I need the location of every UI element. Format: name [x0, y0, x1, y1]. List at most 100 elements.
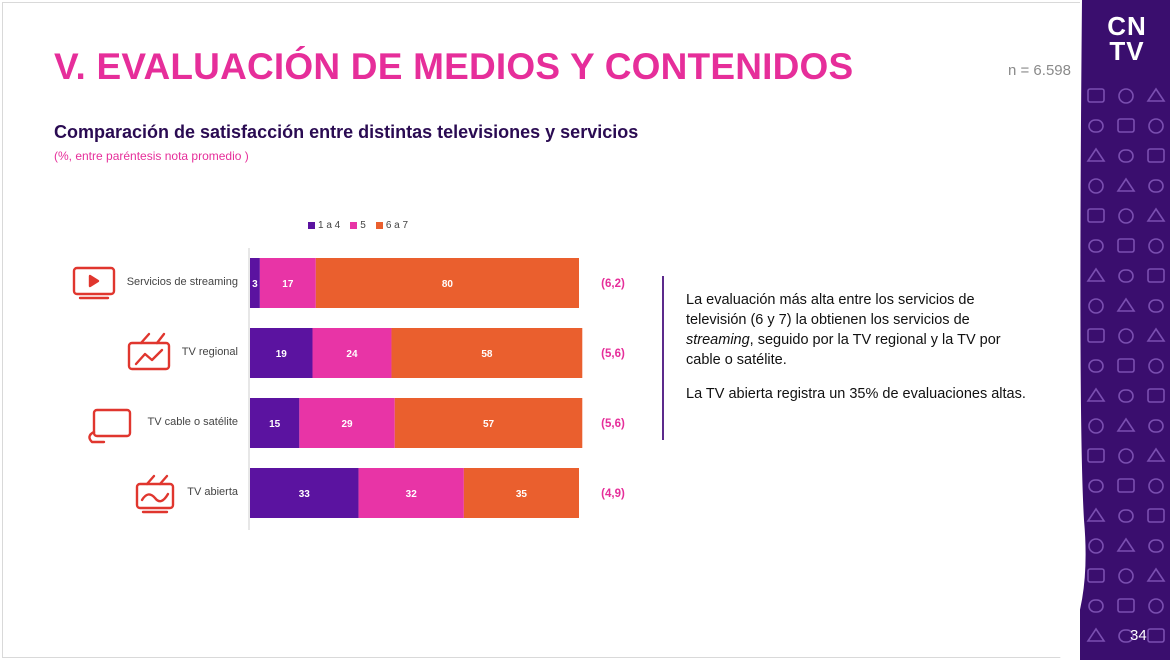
bar-value-label: 17 — [282, 279, 294, 290]
chart-subtitle: Comparación de satisfacción entre distin… — [54, 122, 639, 142]
logo-line-2: TV — [1109, 36, 1145, 66]
commentary-divider — [662, 276, 664, 440]
pattern-glyph — [1087, 568, 1105, 583]
bar-value-label: 3 — [252, 279, 258, 290]
pattern-glyph — [1148, 539, 1164, 553]
commentary-text: La evaluación más alta entre los servici… — [686, 290, 1026, 418]
commentary-p1-start: La evaluación más alta entre los servici… — [686, 292, 975, 328]
category-label: Servicios de streaming — [126, 276, 238, 288]
bar-value-label: 24 — [346, 349, 358, 360]
pattern-glyph — [1116, 417, 1136, 432]
pattern-glyph — [1146, 327, 1166, 342]
legend-item: 1 a 4 — [308, 218, 340, 232]
pattern-glyph — [1148, 478, 1164, 494]
pattern-glyph — [1117, 478, 1135, 493]
bar-value-label: 58 — [481, 349, 493, 360]
bar-value-label: 80 — [442, 279, 454, 290]
pattern-glyph — [1118, 149, 1134, 163]
pattern-glyph — [1146, 447, 1166, 462]
pattern-glyph — [1148, 179, 1164, 193]
pattern-glyph — [1117, 118, 1135, 133]
streaming-screen-icon — [72, 266, 116, 300]
legend-label: 6 a 7 — [385, 219, 409, 231]
category-label: TV cable o satélite — [147, 416, 239, 428]
commentary-paragraph-1: La evaluación más alta entre los servici… — [686, 290, 1026, 370]
commentary-p1-end: , seguido por la TV regional y la TV por… — [686, 332, 1001, 368]
pattern-glyph — [1088, 119, 1104, 133]
slide-title: V. EVALUACIÓN DE MEDIOS Y CONTENIDOS — [54, 46, 854, 87]
bar-segment — [250, 398, 300, 448]
pattern-glyph — [1088, 479, 1104, 493]
cntv-logo: CN TV — [1104, 11, 1150, 66]
pattern-glyph — [1118, 208, 1134, 224]
pattern-glyph — [1146, 207, 1166, 222]
pattern-glyph — [1118, 88, 1134, 104]
pattern-glyph — [1086, 627, 1106, 642]
bar-segment — [259, 258, 316, 308]
bar-segment — [315, 258, 579, 308]
pattern-glyph — [1088, 538, 1104, 554]
bar-segment — [394, 398, 583, 448]
legend-swatch — [350, 221, 358, 229]
pattern-glyph — [1148, 299, 1164, 313]
bar-segment — [250, 258, 260, 308]
pattern-glyph — [1086, 267, 1106, 282]
bar-segment — [391, 328, 583, 378]
pattern-glyph — [1088, 298, 1104, 314]
bar-value-label: 33 — [299, 489, 311, 500]
pattern-glyph — [1087, 88, 1105, 103]
chart-subtitle-note: (%, entre paréntesis nota promedio ) — [54, 149, 249, 163]
pattern-glyph — [1088, 239, 1104, 253]
average-score-label: (4,9) — [601, 488, 625, 500]
pattern-glyph — [1086, 507, 1106, 522]
pattern-glyph — [1087, 328, 1105, 343]
pattern-glyph — [1118, 389, 1134, 403]
legend-label: 5 — [360, 219, 366, 231]
bar-value-label: 15 — [269, 419, 281, 430]
category-label: TV abierta — [187, 486, 238, 498]
pattern-glyph — [1148, 238, 1164, 254]
pattern-glyph — [1087, 208, 1105, 223]
logo-line-1: CN — [1107, 11, 1147, 41]
bar-value-label: 35 — [516, 489, 528, 500]
pattern-glyph — [1118, 328, 1134, 344]
pattern-glyph — [1148, 118, 1164, 134]
bar-segment — [312, 328, 392, 378]
pattern-glyph — [1148, 598, 1164, 614]
bar-value-label: 29 — [341, 419, 353, 430]
pattern-glyph — [1118, 269, 1134, 283]
category-label: TV regional — [181, 346, 238, 358]
regional-tv-icon — [127, 332, 171, 371]
bar-segment — [463, 468, 579, 518]
pattern-glyph — [1147, 388, 1165, 403]
sample-size: n = 6.598 — [1008, 62, 1071, 79]
pattern-glyph — [1147, 508, 1165, 523]
pattern-glyph — [1118, 448, 1134, 464]
legend-label: 1 a 4 — [318, 219, 341, 231]
commentary-p1-italic: streaming — [686, 332, 750, 348]
pattern-glyph — [1117, 358, 1135, 373]
pattern-glyph — [1117, 238, 1135, 253]
average-score-label: (6,2) — [601, 278, 625, 290]
page-number: 34 — [1130, 627, 1147, 644]
pattern-glyph — [1088, 418, 1104, 434]
bar-value-label: 57 — [483, 419, 495, 430]
pattern-glyph — [1086, 387, 1106, 402]
brand-pattern-strip — [1080, 0, 1170, 660]
pattern-glyph — [1116, 537, 1136, 552]
legend-item: 6 a 7 — [375, 218, 409, 232]
bar-segment — [250, 328, 313, 378]
pattern-glyph — [1147, 148, 1165, 163]
legend-swatch — [308, 221, 315, 229]
bar-segment — [250, 468, 359, 518]
average-score-label: (5,6) — [601, 348, 625, 360]
pattern-glyph — [1147, 268, 1165, 283]
bar-value-label: 32 — [406, 489, 418, 500]
bar-segment — [299, 398, 395, 448]
legend-item: 5 — [350, 218, 366, 232]
bar-segment — [358, 468, 464, 518]
pattern-glyph — [1118, 509, 1134, 523]
pattern-glyph — [1146, 87, 1166, 102]
commentary-paragraph-2: La TV abierta registra un 35% de evaluac… — [686, 386, 1026, 402]
